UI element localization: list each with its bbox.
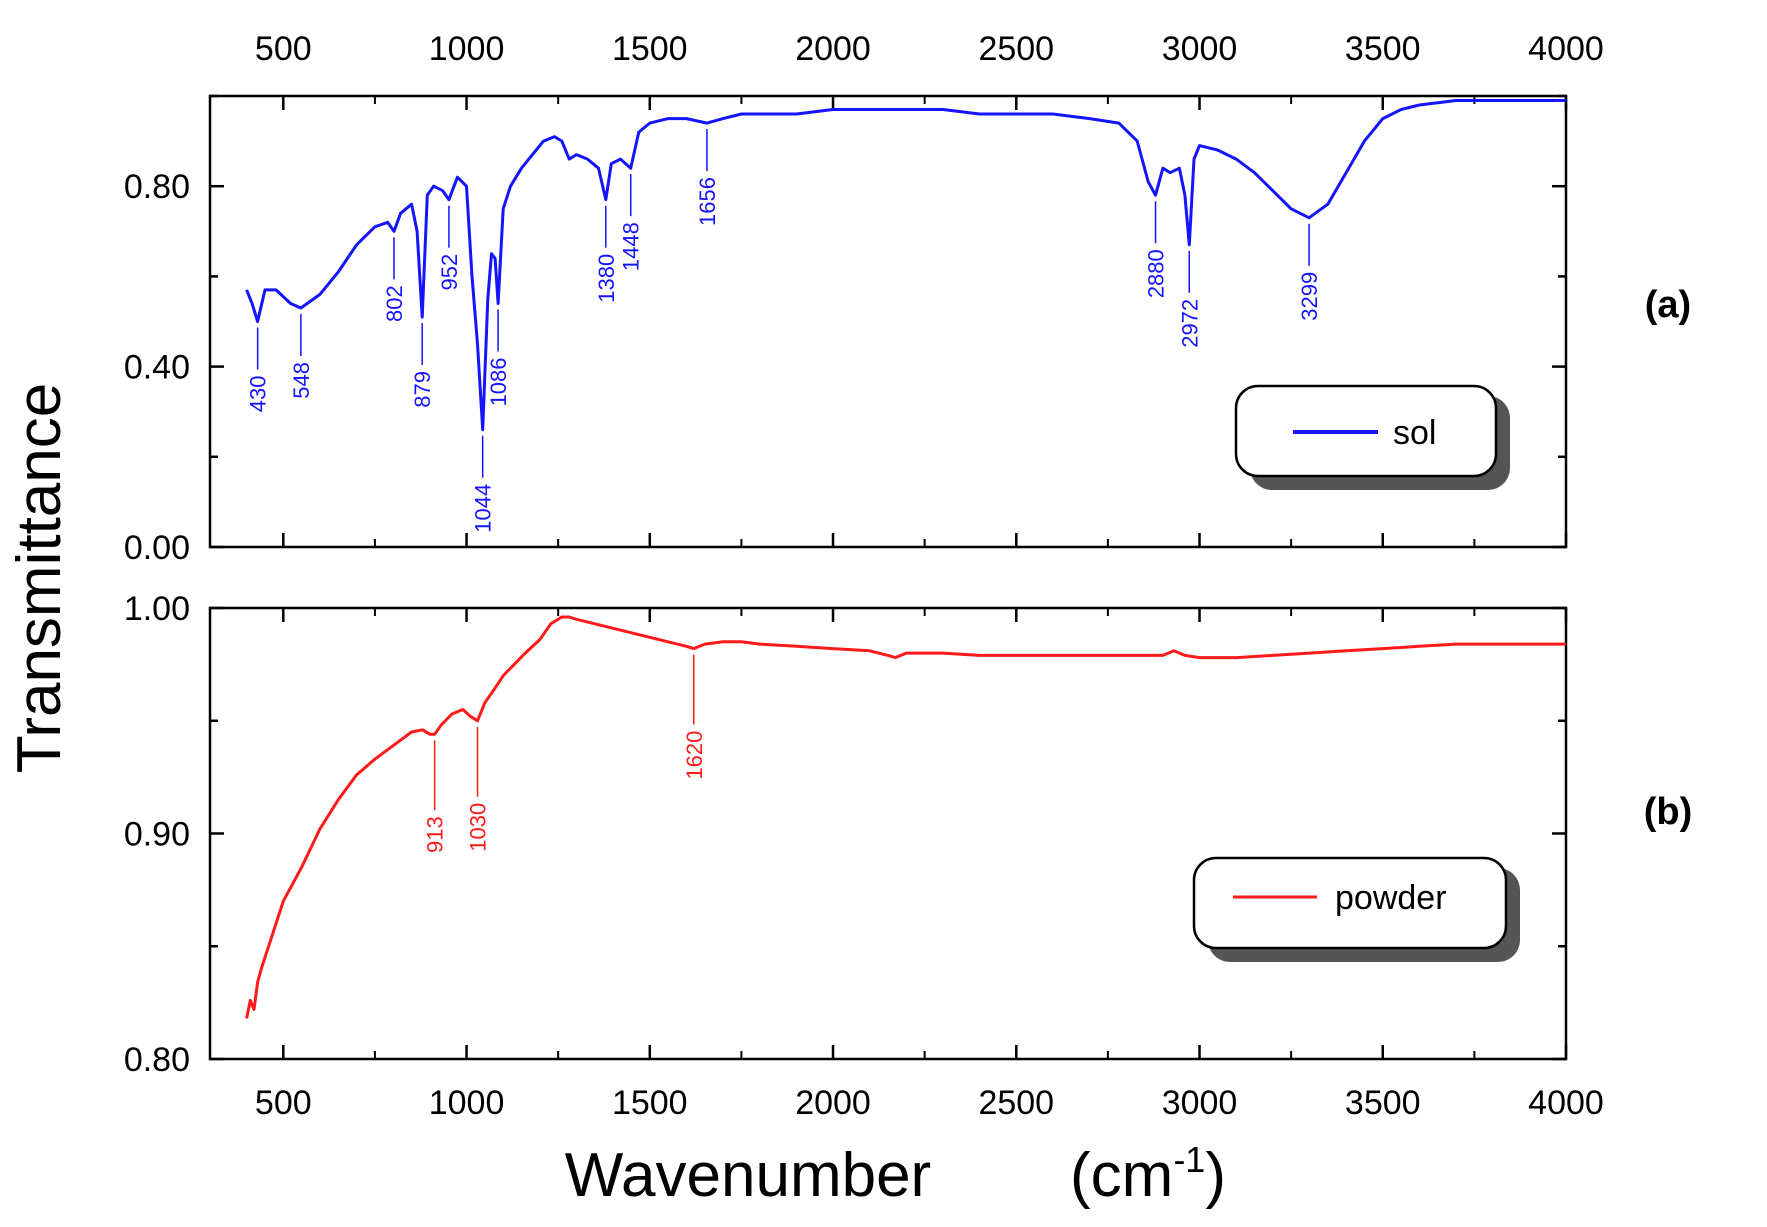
annotation-label: 2972 [1177,299,1202,348]
annotation-label: 1448 [619,222,644,271]
x-tick-label: 1000 [429,1084,505,1122]
x-tick-label: 2500 [978,1084,1054,1122]
y-tick-label: 0.90 [124,816,190,854]
x-tick-label: 3500 [1345,1084,1421,1122]
y-tick-label: 0.00 [124,529,190,567]
y-tick-label: 0.80 [124,168,190,206]
y-tick-label: 1.00 [124,590,190,628]
annotation-label: 3299 [1297,272,1322,321]
annotation-label: 879 [410,371,435,408]
x-tick-label: 2500 [978,30,1054,68]
x-tick-label: 3500 [1345,30,1421,68]
panel-a-tag: (a) [1645,284,1691,326]
x-tick-label: 500 [255,1084,312,1122]
legend-powder-label: powder [1335,879,1447,917]
y-tick-label: 0.40 [124,349,190,387]
annotation-label: 913 [423,816,448,853]
annotation-label: 2880 [1144,249,1169,298]
panel-b-peak-annotations: 913 1030 1620 [423,654,707,853]
legend-sol: sol [1234,384,1510,490]
annotation-label: 952 [437,254,462,291]
annotation-label: 430 [246,376,271,413]
legend-powder: powder [1192,856,1520,962]
panel-b-y-tick-labels: 0.80 0.90 1.00 [124,590,190,1079]
panel-a-y-tick-labels: 0.00 0.40 0.80 [124,168,190,567]
annotation-label: 1044 [471,484,496,533]
legend-powder-box [1192,856,1508,950]
annotation-label: 1620 [682,731,707,780]
x-tick-label: 2000 [795,1084,871,1122]
bottom-x-tick-labels: 500 1000 1500 2000 2500 3000 3500 4000 [255,1084,1604,1122]
annotation-label: 1030 [466,803,491,852]
annotation-label: 1656 [695,177,720,226]
panel-b-frame [208,606,1568,1061]
x-tick-label: 3000 [1162,1084,1238,1122]
panel-a-ticks [210,94,1568,549]
x-tick-label: 1000 [429,30,505,68]
x-tick-label: 1500 [612,30,688,68]
legend-sol-label: sol [1393,414,1436,452]
panel-b-ticks [210,606,1568,1061]
x-tick-label: 4000 [1528,1084,1604,1122]
x-tick-label: 3000 [1162,30,1238,68]
x-tick-label: 500 [255,30,312,68]
annotation-label: 1086 [486,357,511,406]
top-x-tick-labels: 500 1000 1500 2000 2500 3000 3500 4000 [255,30,1604,68]
panel-b-tag: (b) [1644,791,1693,833]
y-axis-title: Transmittance [5,383,74,774]
x-axis-unit: (cm-1) [1070,1139,1226,1210]
annotation-label: 1380 [594,254,619,303]
x-tick-label: 1500 [612,1084,688,1122]
panel-a-frame [208,94,1568,549]
x-axis-title: Wavenumber [565,1141,931,1210]
annotation-label: 802 [382,285,407,322]
x-tick-label: 2000 [795,30,871,68]
series-line-sol [245,99,1566,432]
annotation-label: 548 [289,362,314,399]
series-line-powder [245,615,1566,1019]
panel-a-series [245,99,1566,432]
y-tick-label: 0.80 [124,1041,190,1079]
x-tick-label: 4000 [1528,30,1604,68]
panel-b-series [245,615,1566,1019]
